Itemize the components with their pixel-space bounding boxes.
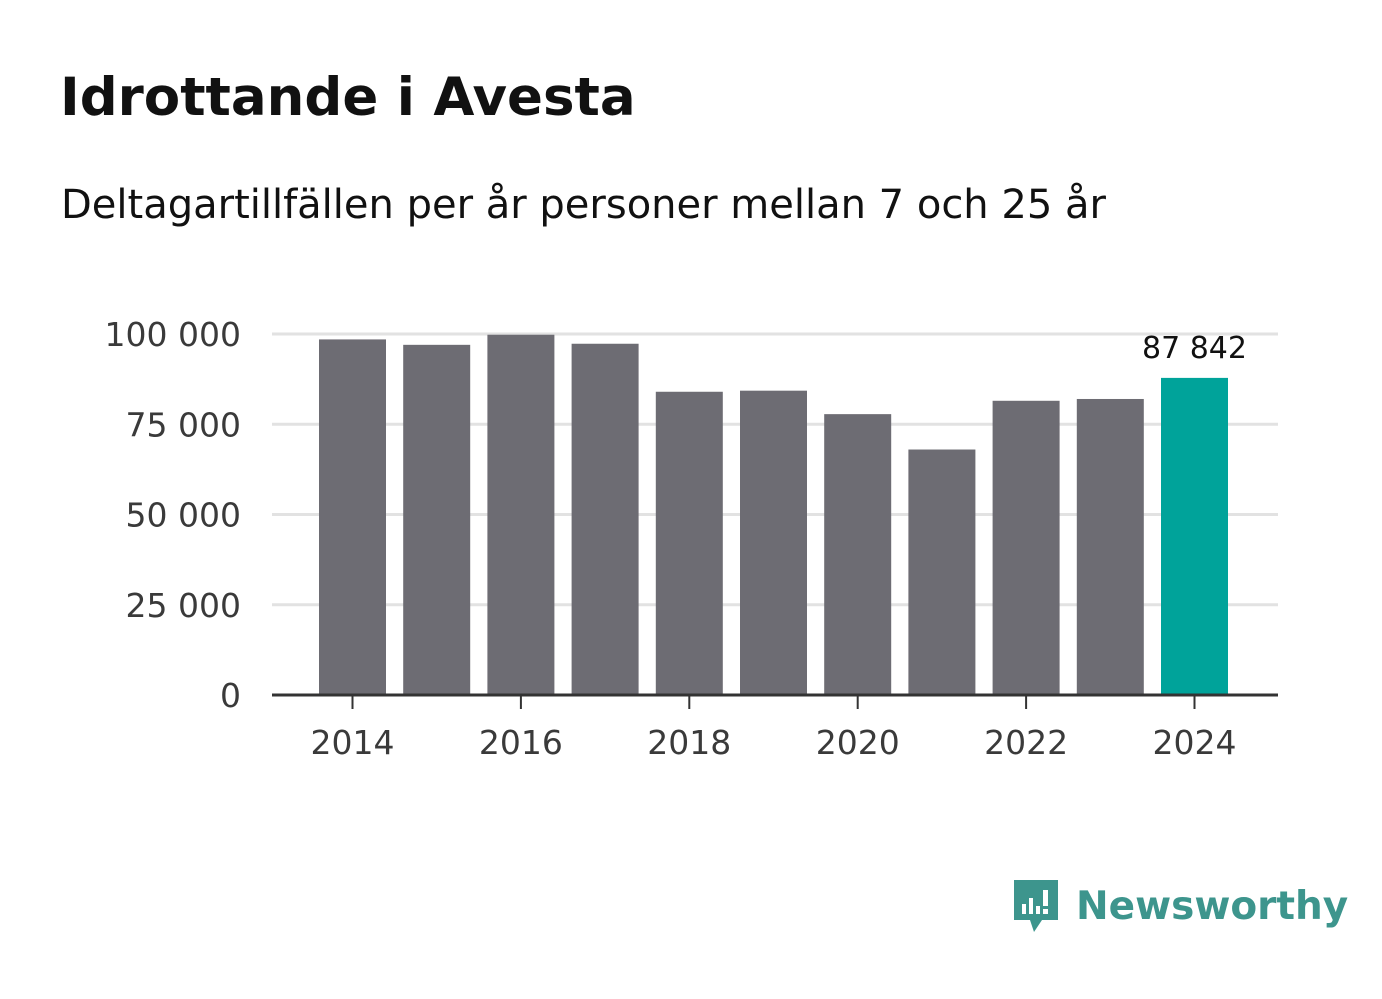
- bar-2022: [992, 400, 1060, 695]
- x-tick-label: 2020: [816, 723, 900, 762]
- y-tick-label: 100 000: [105, 315, 241, 354]
- bar-2023: [1076, 398, 1144, 695]
- chart-subtitle: Deltagartillfällen per år personer mella…: [61, 182, 1106, 228]
- newsworthy-logo: Newsworthy: [1010, 876, 1348, 938]
- data-labels: 87 842: [1142, 331, 1247, 366]
- bar-2017: [571, 343, 639, 695]
- newsworthy-logo-icon: [1014, 880, 1058, 932]
- y-tick-label: 50 000: [126, 496, 241, 535]
- brand-name: Newsworthy: [1076, 884, 1349, 929]
- x-tick-label: 2016: [479, 723, 563, 762]
- bar-2018: [655, 391, 723, 695]
- bar-2020: [824, 414, 892, 695]
- bar-2024: [1161, 377, 1228, 695]
- bar-2019: [740, 390, 807, 695]
- x-tick-label: 2014: [311, 723, 395, 762]
- y-tick-label: 25 000: [126, 586, 241, 625]
- data-label-2024: 87 842: [1142, 331, 1247, 366]
- y-axis-ticks: 0 25 000 50 000 75 000 100 000: [105, 315, 241, 715]
- x-tick-label: 2018: [647, 723, 731, 762]
- y-tick-label: 75 000: [126, 405, 241, 444]
- y-tick-label: 0: [220, 676, 241, 715]
- bar-2016: [487, 334, 555, 695]
- bar-2021: [908, 449, 976, 695]
- bar-2015: [403, 344, 471, 695]
- x-axis-ticks: 2014 2016 2018 2020 2022 2024: [311, 695, 1237, 762]
- x-tick-label: 2024: [1153, 723, 1237, 762]
- chart-title: Idrottande i Avesta: [60, 67, 636, 128]
- x-tick-label: 2022: [984, 723, 1068, 762]
- bars: [319, 334, 1228, 695]
- bar-2014: [319, 339, 386, 695]
